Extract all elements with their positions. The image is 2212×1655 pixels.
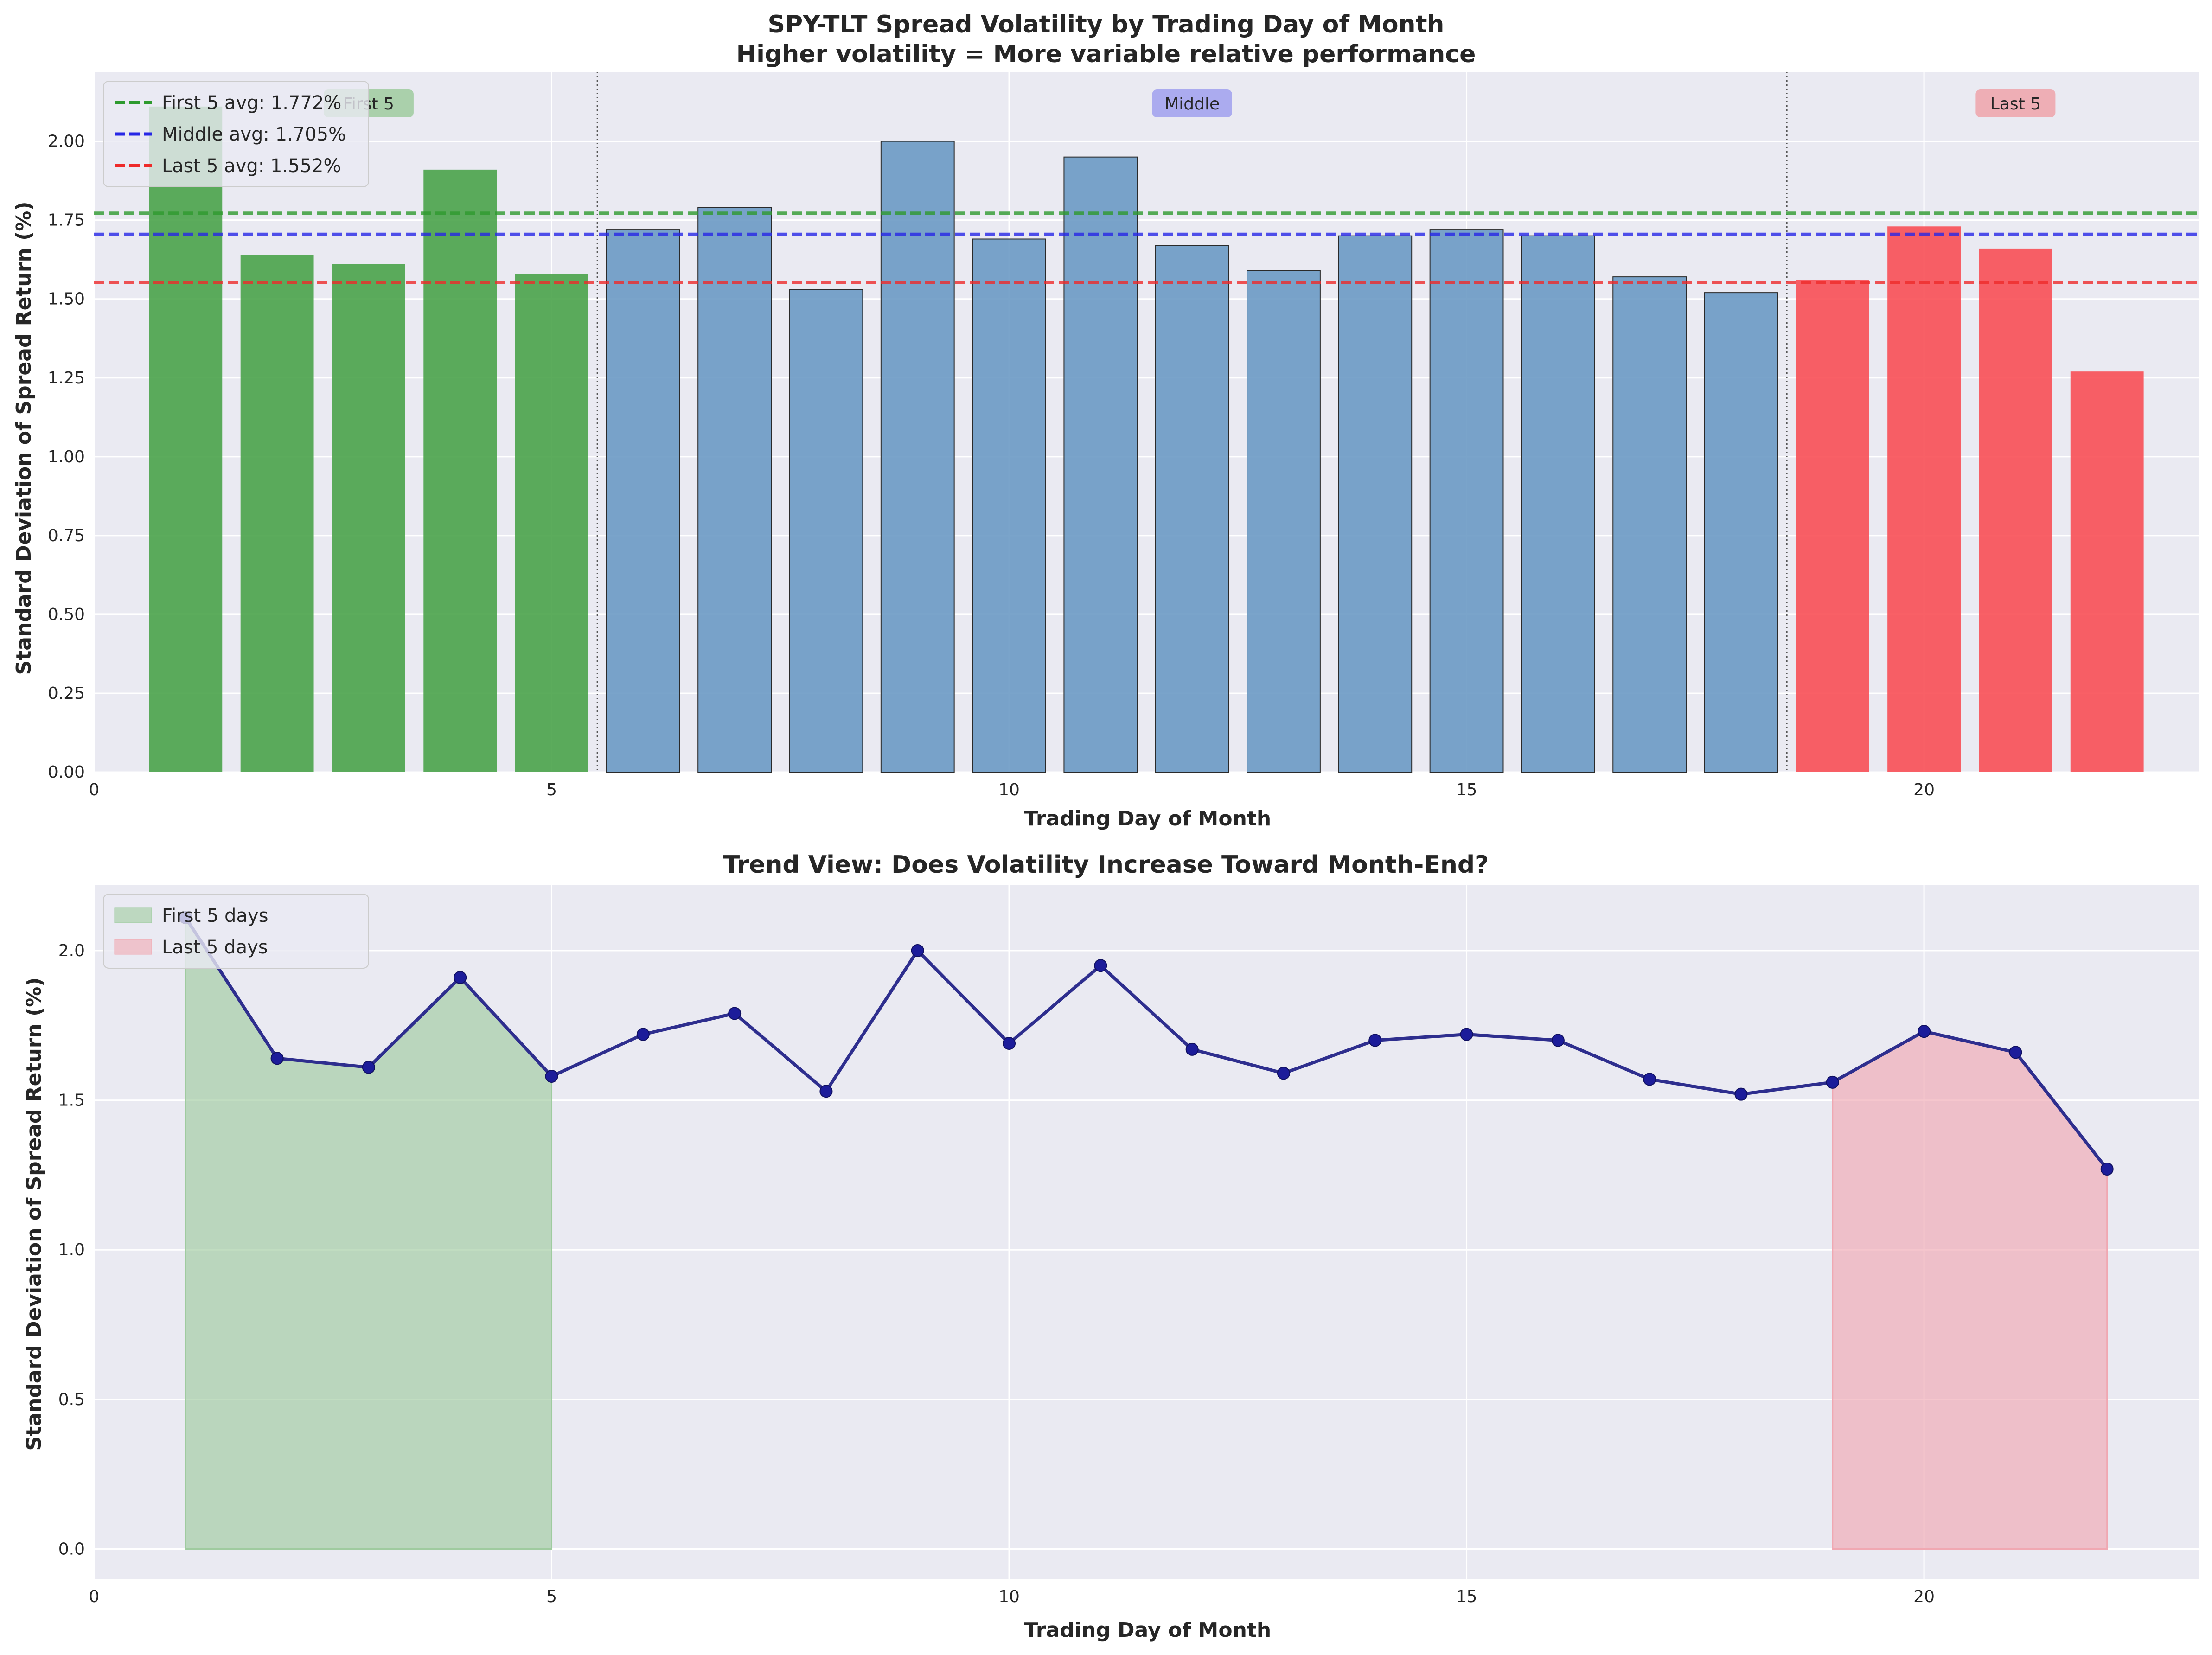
trend-point-day-17 — [1643, 1073, 1656, 1086]
chart2-title: Trend View: Does Volatility Increase Tow… — [723, 851, 1489, 879]
chart2-xtick-label: 5 — [546, 1587, 557, 1606]
chart1-ytick-label: 0.25 — [48, 684, 85, 703]
trend-point-day-11 — [1094, 959, 1107, 972]
chart2-xtick-label: 0 — [89, 1587, 100, 1606]
bar-day-7 — [697, 207, 772, 773]
bar-day-9 — [880, 141, 955, 773]
chart1-ytick-label: 0.75 — [48, 526, 85, 545]
trend-point-day-15 — [1460, 1028, 1473, 1041]
chart2-ytick-label: 0.0 — [58, 1540, 85, 1559]
volatility-bar-chart: 0.00 0.25 0.50 0.75 1.00 1.25 1.50 1.75 2.00 0 5 10… — [48, 72, 2199, 799]
chart1-legend-box — [103, 81, 369, 187]
bar-day-18 — [1704, 292, 1778, 773]
chart2-ylabel: Standard Deviation of Spread Return (%) — [22, 978, 46, 1451]
chart1-subtitle: Higher volatility = More variable relati… — [736, 40, 1476, 68]
trend-point-day-21 — [2009, 1046, 2022, 1059]
bar-day-10 — [972, 238, 1046, 773]
bar-day-12 — [1155, 245, 1229, 773]
bar-day-5 — [515, 274, 588, 772]
bar-day-1 — [149, 106, 223, 772]
trend-point-day-19 — [1826, 1075, 1839, 1089]
volatility-trend-chart: 0.0 0.5 1.0 1.5 2.0 0 5 10 15 20 First 5 days Last … — [58, 885, 2199, 1606]
trend-point-day-20 — [1918, 1025, 1931, 1038]
chart1-xtick-label: 5 — [546, 780, 557, 799]
chart1-ylabel: Standard Deviation of Spread Return (%) — [12, 202, 36, 675]
chart1-legend-label: First 5 avg: 1.772% — [162, 92, 341, 114]
chart2-ytick-label: 1.5 — [58, 1091, 85, 1110]
chart2-xtick-label: 20 — [1913, 1587, 1935, 1606]
chart2-ytick-label: 2.0 — [58, 941, 85, 960]
trend-line — [184, 917, 2109, 1170]
chart2-legend-box — [103, 894, 369, 969]
trend-point-day-14 — [1368, 1034, 1382, 1047]
trend-point-day-16 — [1551, 1034, 1565, 1047]
chart1-ytick-label: 0.00 — [48, 763, 85, 782]
chart2-legend-label: Last 5 days — [162, 937, 268, 958]
chart2-xtick-label: 10 — [998, 1587, 1020, 1606]
chart2-ytick-label: 1.0 — [58, 1240, 85, 1259]
region-label: Last 5 — [1990, 95, 2041, 114]
trend-point-day-2 — [270, 1052, 284, 1065]
bar-day-21 — [1979, 248, 2052, 772]
chart2-legend-swatch — [114, 907, 152, 923]
chart1-ytick-label: 1.50 — [48, 290, 85, 309]
chart2-legend-label: First 5 days — [162, 905, 268, 927]
trend-point-day-7 — [728, 1007, 742, 1020]
chart1-ytick-label: 1.75 — [48, 211, 85, 230]
chart1-xtick-label: 0 — [89, 780, 100, 799]
chart2-xtick-label: 15 — [1456, 1587, 1477, 1606]
chart1-ytick-label: 1.00 — [48, 447, 85, 466]
trend-point-day-8 — [819, 1085, 833, 1098]
chart2-ytick-label: 0.5 — [58, 1390, 85, 1409]
trend-point-day-22 — [2100, 1162, 2114, 1176]
bar-day-8 — [789, 289, 863, 773]
bar-day-13 — [1247, 270, 1321, 773]
chart1-legend-label: Middle avg: 1.705% — [162, 124, 346, 145]
chart1-xtick-label: 10 — [998, 780, 1020, 799]
chart1-ytick-label: 2.00 — [48, 132, 85, 151]
trend-point-day-9 — [911, 944, 924, 957]
bar-day-3 — [332, 264, 405, 772]
chart2-legend-swatch — [114, 939, 152, 955]
chart1-xlabel: Trading Day of Month — [1024, 807, 1272, 831]
bar-day-17 — [1612, 276, 1687, 773]
chart2-xlabel: Trading Day of Month — [1024, 1618, 1272, 1642]
chart1-legend-label: Last 5 avg: 1.552% — [162, 155, 341, 177]
bar-day-19 — [1796, 280, 1869, 772]
trend-point-day-18 — [1734, 1087, 1748, 1101]
chart1-ytick-label: 0.50 — [48, 605, 85, 624]
bar-day-20 — [1887, 226, 1961, 772]
bar-day-16 — [1521, 235, 1595, 773]
trend-point-day-12 — [1185, 1042, 1199, 1056]
trend-point-day-10 — [1003, 1036, 1016, 1050]
region-label-badge — [1975, 89, 2056, 117]
trend-point-day-4 — [454, 971, 467, 984]
bar-day-11 — [1063, 156, 1138, 773]
bar-day-2 — [240, 255, 314, 772]
trend-point-day-5 — [545, 1069, 558, 1083]
trend-point-day-3 — [362, 1061, 375, 1074]
region-label: Middle — [1164, 95, 1220, 114]
region-label-badge — [1152, 89, 1232, 117]
bar-day-22 — [2070, 371, 2144, 772]
chart1-title: SPY-TLT Spread Volatility by Trading Day… — [768, 11, 1445, 38]
chart1-xtick-label: 15 — [1456, 780, 1477, 799]
bar-day-15 — [1429, 229, 1504, 773]
bar-day-14 — [1338, 235, 1413, 773]
chart1-xtick-label: 20 — [1913, 780, 1935, 799]
bar-day-4 — [423, 169, 497, 773]
chart1-ytick-label: 1.25 — [48, 369, 85, 388]
trend-point-day-6 — [636, 1028, 650, 1041]
chart1-plot-area — [94, 72, 2199, 772]
bar-day-6 — [606, 229, 680, 773]
trend-point-day-13 — [1277, 1067, 1290, 1080]
